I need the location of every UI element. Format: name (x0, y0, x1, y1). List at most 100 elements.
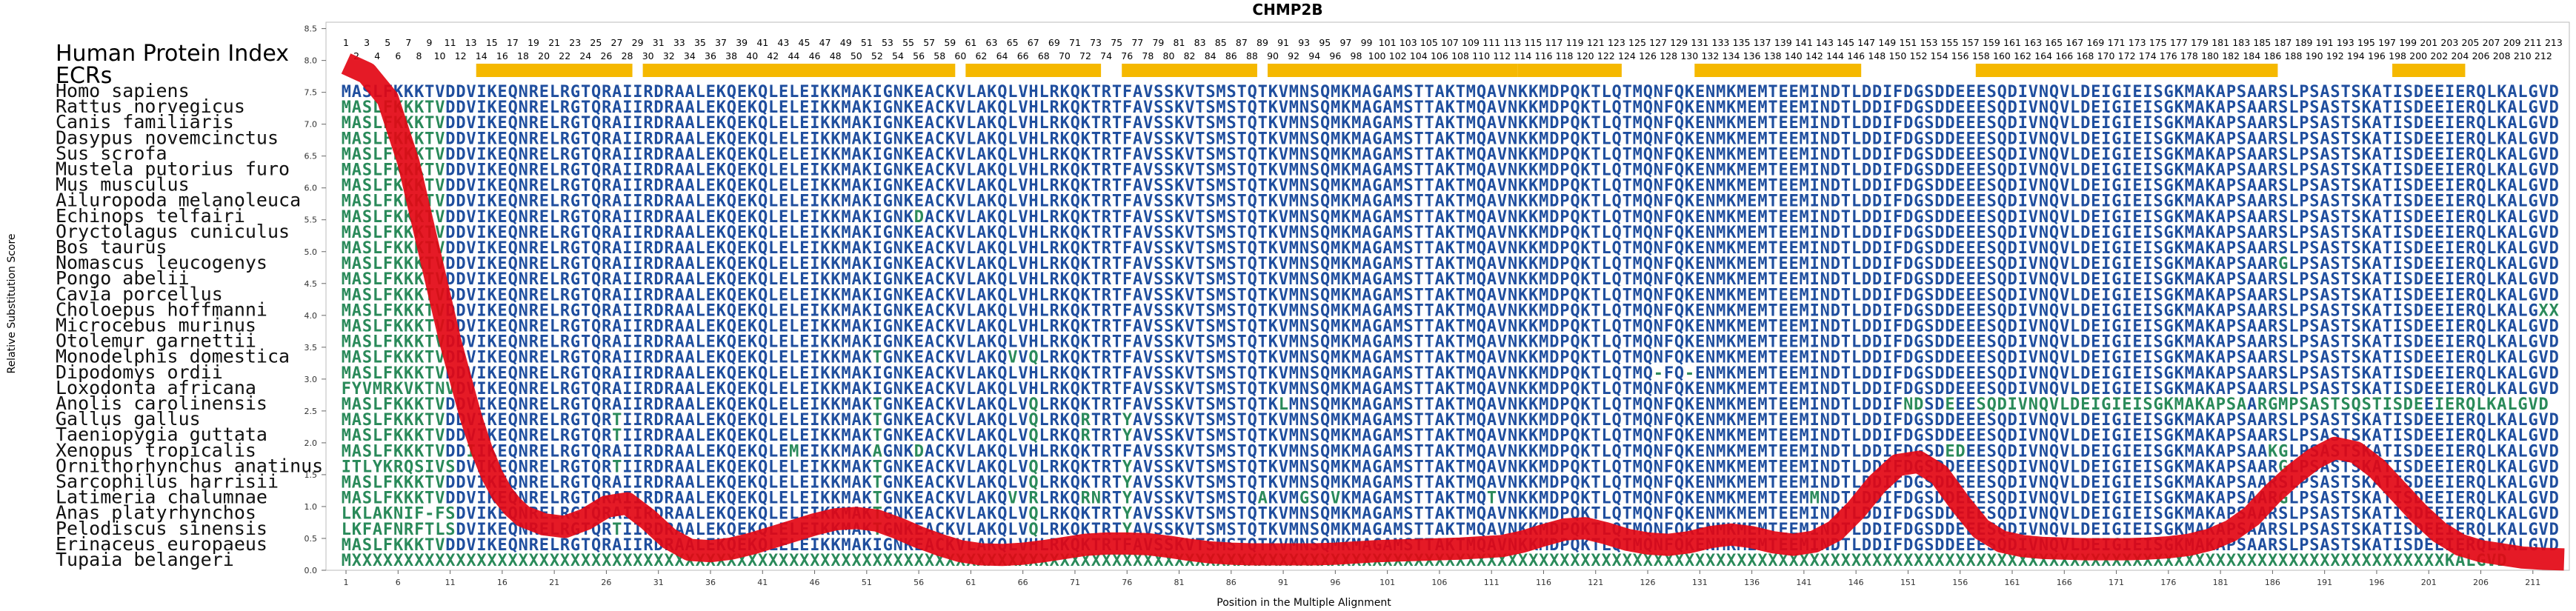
alignment-row: MASLFKKKTVDDVIKEQNRELRGTQRAIIRDRAALEKQEK… (342, 318, 2559, 336)
species-label: Ornithorhynchus anatinus (56, 455, 323, 476)
species-label: Monodelphis domestica (56, 346, 290, 367)
x-tick-label: 126 (1640, 578, 1656, 587)
x-tick-label: 161 (2005, 578, 2020, 587)
human-index-number: 205 (2462, 37, 2480, 48)
human-index-number: 166 (2055, 50, 2073, 61)
human-index-number: 106 (1431, 50, 1448, 61)
y-tick-label: 1.0 (304, 502, 318, 512)
human-index-number: 209 (2503, 37, 2521, 48)
human-index-number: 112 (1493, 50, 1511, 61)
human-index-number: 37 (715, 37, 727, 48)
human-index-number: 117 (1545, 37, 1563, 48)
alignment-row: MASLFKKKTVDDVIKEQNRELRGTQRAIIRDRAALEKQEK… (342, 255, 2559, 273)
x-tick-label: 101 (1379, 578, 1395, 587)
human-index-number: 187 (2274, 37, 2292, 48)
human-protein-index-label: Human Protein Index (56, 41, 289, 67)
human-index-number: 89 (1257, 37, 1268, 48)
human-index-number: 43 (777, 37, 789, 48)
species-label: Mustela putorius furo (56, 158, 290, 180)
x-tick-label: 81 (1174, 578, 1185, 587)
human-index-number: 36 (705, 50, 716, 61)
human-index-number: 151 (1900, 37, 1917, 48)
human-index-number: 195 (2357, 37, 2375, 48)
ecr-bar (1694, 64, 1862, 77)
human-index-number: 13 (465, 37, 477, 48)
human-index-number: 130 (1680, 50, 1698, 61)
human-index-number: 150 (1888, 50, 1906, 61)
x-tick-label: 11 (445, 578, 456, 587)
human-index-number: 28 (622, 50, 633, 61)
ecr-bar (476, 64, 633, 77)
human-index-number: 185 (2253, 37, 2271, 48)
species-label: Tupaia belangeri (56, 549, 234, 570)
human-index-number: 94 (1308, 50, 1320, 61)
human-index-number: 77 (1131, 37, 1143, 48)
human-index-number: 149 (1878, 37, 1896, 48)
human-index-number: 186 (2263, 50, 2281, 61)
human-index-number: 73 (1090, 37, 1102, 48)
x-tick-label: 151 (1900, 578, 1916, 587)
human-index-number: 204 (2451, 50, 2469, 61)
alignment-row: MASLFKKKTVDDVIKEQNRELRGTQRAIIRDRAALEKQEK… (342, 145, 2559, 164)
human-index-number: 135 (1733, 37, 1751, 48)
human-index-number: 109 (1462, 37, 1480, 48)
x-tick-label: 51 (862, 578, 872, 587)
human-index-number: 79 (1152, 37, 1164, 48)
human-index-number: 137 (1754, 37, 1771, 48)
human-index-number: 52 (871, 50, 883, 61)
species-label: Nomascus leucogenys (56, 252, 267, 273)
human-index-number: 191 (2316, 37, 2334, 48)
human-index-number: 173 (2129, 37, 2146, 48)
human-index-number: 123 (1608, 37, 1625, 48)
human-index-number: 60 (954, 50, 966, 61)
human-index-number: 78 (1142, 50, 1154, 61)
human-index-number: 203 (2440, 37, 2458, 48)
human-index-number: 168 (2076, 50, 2094, 61)
alignment-row: MASLFKKKTVDDVIKEQNRELRGTQRAIIRDRAALEKQEK… (342, 474, 2559, 493)
species-label: Sarcophilus harrisii (56, 471, 279, 493)
human-index-number: 93 (1298, 37, 1310, 48)
y-tick-label: 4.5 (304, 279, 318, 289)
x-tick-label: 66 (1018, 578, 1028, 587)
human-index-number: 213 (2545, 37, 2563, 48)
species-label: Homo sapiens (56, 80, 190, 101)
alignment-row: MASLFKKKTVDDVIKEQNRELRGTQRAIIRDRAALEKQEK… (342, 99, 2559, 117)
human-index-number: 157 (1962, 37, 1980, 48)
human-index-number: 139 (1774, 37, 1792, 48)
y-tick-label: 8.5 (304, 24, 318, 34)
alignment-row: FYVMRKVKTNVDVIKEQNRELRGTQRAIIRDRAALEKQEK… (342, 380, 2559, 398)
human-index-number: 98 (1351, 50, 1362, 61)
ecr-bar (1122, 64, 1257, 77)
human-index-number: 193 (2337, 37, 2354, 48)
ecrs-label: ECRs (56, 63, 112, 89)
x-tick-label: 111 (1484, 578, 1500, 587)
x-tick-label: 206 (2473, 578, 2489, 587)
human-index-number: 65 (1007, 37, 1019, 48)
human-index-number: 142 (1805, 50, 1823, 61)
human-index-number: 133 (1712, 37, 1730, 48)
human-index-number: 3 (364, 37, 370, 48)
human-index-number: 183 (2232, 37, 2250, 48)
human-index-number: 129 (1670, 37, 1688, 48)
human-index-number: 74 (1100, 50, 1112, 61)
human-index-number: 194 (2347, 50, 2365, 61)
x-tick-label: 46 (810, 578, 820, 587)
x-tick-label: 136 (1744, 578, 1760, 587)
human-index-number: 104 (1410, 50, 1428, 61)
human-index-number: 30 (642, 50, 654, 61)
x-tick-label: 171 (2109, 578, 2124, 587)
human-index-number: 62 (975, 50, 987, 61)
human-index-number: 35 (694, 37, 706, 48)
y-tick-label: 7.0 (304, 120, 318, 130)
human-index-number: 189 (2295, 37, 2313, 48)
human-index-number: 61 (965, 37, 976, 48)
human-index-number: 81 (1174, 37, 1185, 48)
human-index-number: 26 (600, 50, 612, 61)
human-index-number: 181 (2211, 37, 2229, 48)
x-tick-label: 156 (1952, 578, 1968, 587)
alignment-row: MASLFKKKTVDDVIKEQNRELRGTQRAIIRDRAALEKQEK… (342, 224, 2559, 242)
species-label: Dasypus novemcinctus (56, 127, 279, 148)
human-index-number: 33 (673, 37, 685, 48)
human-index-number: 31 (653, 37, 665, 48)
human-index-number: 97 (1339, 37, 1351, 48)
